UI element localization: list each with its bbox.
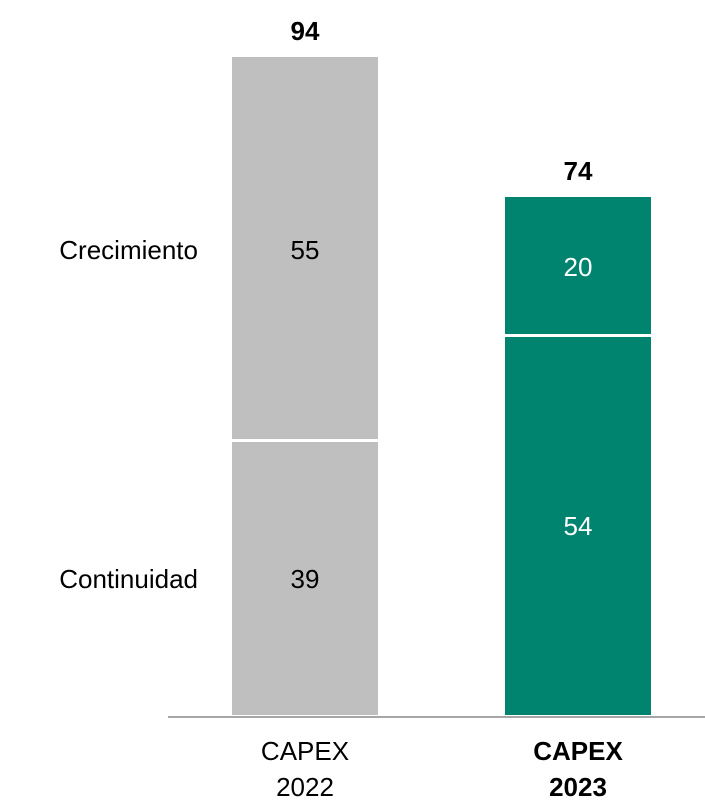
series-label: Continuidad [59, 563, 198, 594]
segment-separator [232, 439, 378, 442]
segment-separator [505, 334, 651, 337]
bar-segment [505, 197, 651, 334]
bar-segment [505, 337, 651, 715]
x-tick-label: CAPEX 2023 [533, 736, 623, 802]
series-label: Crecimiento [59, 234, 198, 265]
bar-segment [232, 57, 378, 439]
segment-label: 54 [563, 511, 593, 541]
segment-label: 20 [563, 252, 593, 282]
segment-label: 39 [290, 563, 320, 594]
total-label: 74 [563, 156, 593, 186]
x-axis [168, 716, 705, 718]
x-tick-label: CAPEX 2022 [260, 736, 350, 802]
bar-segment [232, 442, 378, 715]
total-label: 94 [290, 16, 320, 46]
segment-label: 55 [290, 234, 320, 265]
